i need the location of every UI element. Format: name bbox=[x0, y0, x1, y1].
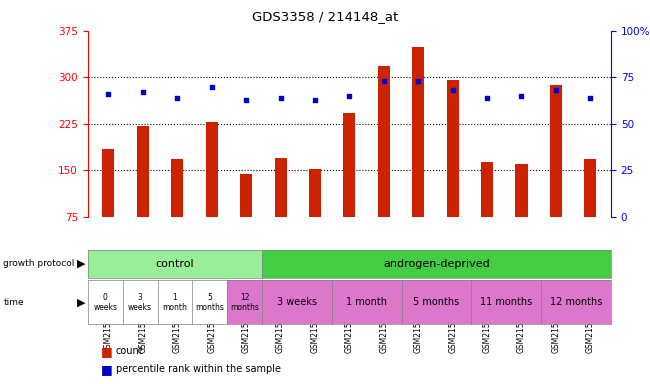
Text: androgen-deprived: androgen-deprived bbox=[384, 259, 490, 269]
Bar bbox=[584, 159, 596, 217]
Bar bbox=[343, 113, 356, 217]
Text: 5 months: 5 months bbox=[413, 297, 460, 308]
Text: ▶: ▶ bbox=[77, 259, 86, 269]
Bar bbox=[274, 158, 287, 217]
Bar bbox=[550, 85, 562, 217]
Point bbox=[138, 89, 148, 95]
Text: 1 month: 1 month bbox=[346, 297, 387, 308]
Bar bbox=[447, 80, 459, 217]
Point bbox=[378, 78, 389, 84]
Text: GDS3358 / 214148_at: GDS3358 / 214148_at bbox=[252, 10, 398, 23]
Bar bbox=[136, 126, 149, 217]
Point bbox=[276, 95, 286, 101]
Bar bbox=[103, 149, 114, 217]
Text: time: time bbox=[3, 298, 24, 307]
Text: 11 months: 11 months bbox=[480, 297, 532, 308]
Bar bbox=[481, 162, 493, 217]
Point bbox=[172, 95, 183, 101]
Text: 3 weeks: 3 weeks bbox=[277, 297, 317, 308]
Text: count: count bbox=[116, 346, 143, 356]
Text: 3
weeks: 3 weeks bbox=[128, 293, 152, 312]
Text: ▶: ▶ bbox=[77, 297, 86, 308]
Text: ■: ■ bbox=[101, 363, 112, 376]
Text: ■: ■ bbox=[101, 345, 112, 358]
Text: 0
weeks: 0 weeks bbox=[93, 293, 117, 312]
Text: 12
months: 12 months bbox=[230, 293, 259, 312]
Bar bbox=[309, 169, 321, 217]
Point bbox=[516, 93, 526, 99]
Text: growth protocol: growth protocol bbox=[3, 260, 75, 268]
Text: percentile rank within the sample: percentile rank within the sample bbox=[116, 364, 281, 374]
Point bbox=[241, 96, 252, 103]
Text: 12 months: 12 months bbox=[550, 297, 603, 308]
Text: 1
month: 1 month bbox=[162, 293, 187, 312]
Point bbox=[413, 78, 423, 84]
Text: 5
months: 5 months bbox=[196, 293, 224, 312]
Bar bbox=[515, 164, 528, 217]
Point bbox=[207, 84, 217, 90]
Point bbox=[310, 96, 320, 103]
Bar bbox=[378, 66, 390, 217]
Point bbox=[482, 95, 492, 101]
Text: control: control bbox=[155, 259, 194, 269]
Bar bbox=[205, 122, 218, 217]
Point bbox=[447, 87, 458, 93]
Point bbox=[103, 91, 114, 97]
Point bbox=[551, 87, 561, 93]
Point bbox=[585, 95, 595, 101]
Bar bbox=[171, 159, 183, 217]
Bar bbox=[240, 174, 252, 217]
Bar bbox=[412, 48, 424, 217]
Point bbox=[344, 93, 355, 99]
